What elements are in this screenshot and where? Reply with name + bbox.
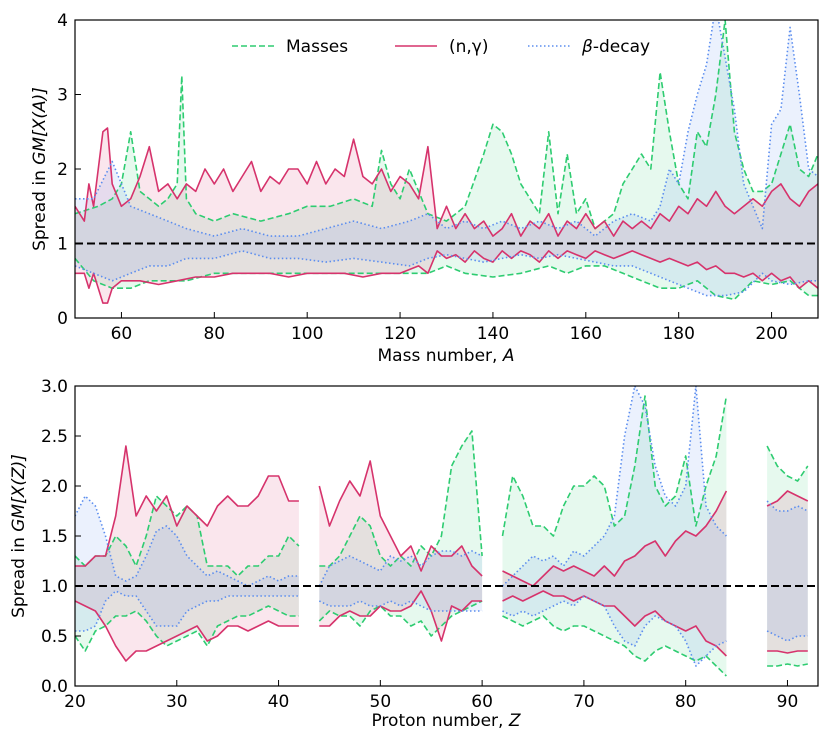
bottom-ngamma-upper-line-1 xyxy=(318,460,483,577)
bottom-y-tick-label: 0.5 xyxy=(41,627,68,647)
bottom-x-tick-label: 90 xyxy=(777,692,799,712)
bottom-x-tick-label: 30 xyxy=(166,692,188,712)
top-y-tick-label: 3 xyxy=(57,86,68,106)
top-series-lines xyxy=(75,20,818,304)
top-beta-lower-line-0 xyxy=(75,250,818,297)
bottom-beta-lower-line-0 xyxy=(75,590,299,632)
bottom-ngamma-lower-line-3 xyxy=(767,650,808,654)
legend-ngamma-label: (n,γ) xyxy=(449,37,489,57)
top-beta-band-0 xyxy=(75,20,818,296)
top-masses-band-0 xyxy=(75,20,818,300)
bottom-ngamma-upper-line-2 xyxy=(502,490,728,587)
legend-beta-label: β-decay xyxy=(581,37,650,57)
top-beta-upper-line-0 xyxy=(75,20,818,237)
top-ngamma-band-0 xyxy=(75,128,818,304)
top-x-tick-label: 120 xyxy=(384,324,416,344)
bottom-series-lines xyxy=(75,386,809,677)
top-y-axis-label: Spread in GM[X(A)] xyxy=(30,87,50,251)
bottom-masses-upper-line-3 xyxy=(766,445,809,482)
bottom-masses-lower-line-2 xyxy=(502,615,727,677)
top-x-tick-label: 80 xyxy=(203,324,225,344)
bottom-masses-upper-line-2 xyxy=(501,395,728,537)
top-x-tick-label: 140 xyxy=(477,324,509,344)
bottom-masses-band-0 xyxy=(75,496,299,651)
top-x-tick-label: 200 xyxy=(755,324,787,344)
bottom-ngamma-upper-line-0 xyxy=(75,445,299,567)
bottom-ngamma-lower-line-2 xyxy=(502,590,727,657)
top-x-tick-label: 180 xyxy=(662,324,694,344)
bottom-beta-upper-line-2 xyxy=(501,386,727,587)
top-y-ticks: 0 1 2 3 4 xyxy=(57,11,81,329)
bottom-beta-band-0 xyxy=(75,496,299,631)
bottom-beta-band-1 xyxy=(319,551,483,611)
top-y-tick-label: 0 xyxy=(57,309,68,329)
top-y-tick-label: 4 xyxy=(57,11,68,31)
bottom-x-tick-label: 40 xyxy=(268,692,290,712)
top-x-tick-label: 100 xyxy=(291,324,323,344)
bottom-masses-lower-line-3 xyxy=(767,663,808,667)
top-x-ticks: 60 80 100 120 140 160 180 200 xyxy=(111,312,788,344)
bottom-x-tick-label: 70 xyxy=(573,692,595,712)
bottom-beta-band-3 xyxy=(767,501,808,641)
legend: Masses (n,γ) β-decay xyxy=(232,37,650,57)
bottom-x-tick-label: 50 xyxy=(370,692,392,712)
bottom-beta-lower-line-1 xyxy=(318,600,483,612)
bottom-masses-upper-line-1 xyxy=(319,430,483,567)
top-y-tick-label: 2 xyxy=(57,160,68,180)
bottom-x-tick-label: 60 xyxy=(471,692,493,712)
bottom-ngamma-band-2 xyxy=(502,491,727,656)
bottom-y-tick-label: 0.0 xyxy=(41,677,68,697)
bottom-masses-lower-line-0 xyxy=(75,605,299,652)
bottom-ngamma-band-3 xyxy=(767,491,808,653)
top-y-tick-label: 1 xyxy=(57,235,68,255)
bottom-x-ticks: 20 30 40 50 60 70 80 90 xyxy=(64,680,798,712)
top-ngamma-lower-line-0 xyxy=(75,250,818,304)
bottom-panel: 20 30 40 50 60 70 80 90 0.0 0.5 1.0 1.5 2.0 2.5 3.0 P… xyxy=(9,377,819,731)
bottom-y-tick-label: 2.5 xyxy=(41,427,68,447)
top-fill-bands xyxy=(75,20,818,304)
bottom-beta-lower-line-3 xyxy=(766,630,808,642)
bottom-ngamma-lower-line-1 xyxy=(319,590,483,642)
bottom-ngamma-band-0 xyxy=(75,446,299,661)
bottom-y-ticks: 0.0 0.5 1.0 1.5 2.0 2.5 3.0 xyxy=(41,377,81,697)
bottom-y-tick-label: 3.0 xyxy=(41,377,68,397)
bottom-x-tick-label: 80 xyxy=(675,692,697,712)
bottom-y-axis-label: Spread in GM[X(Z)] xyxy=(9,454,29,618)
top-x-tick-label: 160 xyxy=(570,324,602,344)
bottom-beta-upper-line-3 xyxy=(766,500,809,512)
top-masses-upper-line-0 xyxy=(75,20,818,230)
bottom-beta-upper-line-1 xyxy=(318,550,483,587)
bottom-x-axis-label: Proton number, Z xyxy=(371,711,520,731)
bottom-ngamma-upper-line-3 xyxy=(766,490,809,507)
bottom-ngamma-lower-line-0 xyxy=(75,600,299,662)
bottom-x-tick-label: 20 xyxy=(64,692,86,712)
bottom-masses-upper-line-0 xyxy=(75,495,300,577)
top-x-tick-label: 60 xyxy=(111,324,133,344)
bottom-ngamma-band-1 xyxy=(319,461,483,641)
legend-masses-label: Masses xyxy=(286,37,348,57)
bottom-y-tick-label: 1.5 xyxy=(41,527,68,547)
bottom-y-tick-label: 2.0 xyxy=(41,477,68,497)
bottom-y-tick-label: 1.0 xyxy=(41,577,68,597)
bottom-masses-band-2 xyxy=(502,396,727,676)
bottom-masses-lower-line-1 xyxy=(318,600,483,637)
top-ngamma-upper-line-0 xyxy=(75,127,818,237)
top-x-axis-label: Mass number, A xyxy=(378,346,515,366)
top-panel: 60 80 100 120 140 160 180 200 0 1 2 3 4 Mass number… xyxy=(30,11,819,366)
bottom-masses-band-1 xyxy=(319,431,483,636)
